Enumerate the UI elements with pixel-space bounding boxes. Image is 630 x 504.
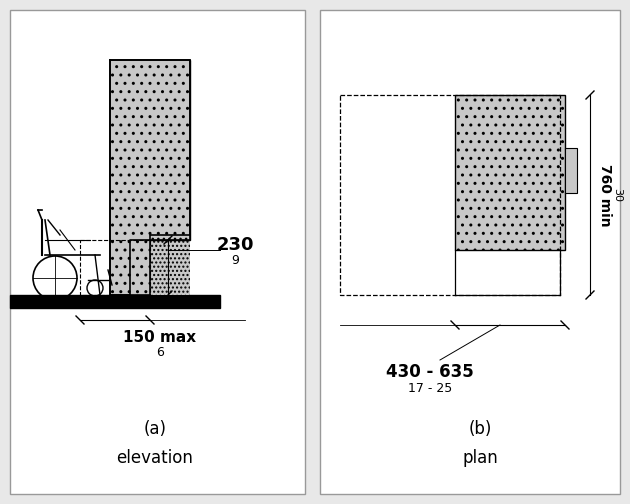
Bar [110,180,190,295]
Text: 150 max: 150 max [123,331,197,346]
Text: (b)
plan: (b) plan [462,420,498,467]
Text: (a)
elevation: (a) elevation [117,420,193,467]
Bar [110,235,150,295]
Text: 230: 230 [216,236,254,254]
Text: 9: 9 [231,254,239,267]
Bar [110,60,190,180]
Bar [10,10,305,494]
Bar [80,240,150,295]
Bar [455,95,565,250]
Text: 17 - 25: 17 - 25 [408,382,452,395]
Text: 6: 6 [156,347,164,359]
Bar [110,60,190,180]
Polygon shape [110,60,190,295]
Bar [320,10,620,494]
Text: 760 min: 760 min [598,164,612,226]
Bar [10,295,220,308]
Bar [110,60,190,235]
Bar [130,180,190,240]
Bar [340,95,560,295]
Bar [565,148,577,193]
Text: 430 - 635: 430 - 635 [386,363,474,381]
Text: 30: 30 [612,188,622,202]
